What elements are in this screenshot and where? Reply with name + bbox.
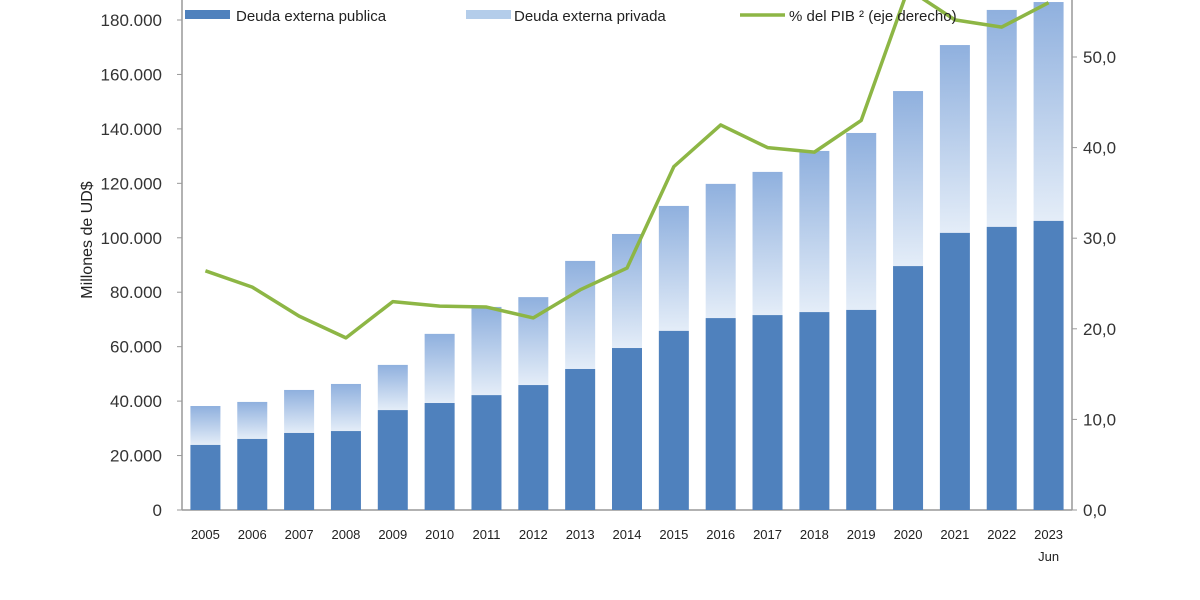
x-tick-label: 2022 <box>987 527 1016 542</box>
y-tick-label: 20.000 <box>110 447 162 466</box>
legend-label-privada: Deuda externa privada <box>514 8 666 25</box>
bar-privada-2005 <box>190 406 221 445</box>
y-tick-label: 160.000 <box>101 65 162 84</box>
bar-publica-2019 <box>846 309 877 510</box>
bar-publica-2020 <box>893 266 924 510</box>
bar-privada-2022 <box>986 9 1017 227</box>
bar-privada-2014 <box>612 233 642 349</box>
y-tick-label: 100.000 <box>101 229 162 248</box>
bar-publica-2009 <box>377 410 408 510</box>
x-tick-label: 2018 <box>800 527 829 542</box>
bar-privada-2013 <box>565 260 596 369</box>
legend-label-pct: % del PIB ² (eje derecho) <box>789 8 957 25</box>
x-tick-label: 2008 <box>331 527 360 542</box>
y2-tick-label: 50,0 <box>1083 48 1116 67</box>
bar-privada-2006 <box>237 401 268 439</box>
bar-publica-2008 <box>330 431 361 510</box>
legend-swatch-publica <box>185 10 230 19</box>
bar-publica-2011 <box>471 395 502 510</box>
legend: Deuda externa publica Deuda externa priva… <box>185 8 957 25</box>
bar-privada-2008 <box>330 383 361 432</box>
bar-publica-2016 <box>705 318 736 510</box>
x-tick-label: 2013 <box>566 527 595 542</box>
bar-privada-2011 <box>471 306 502 396</box>
bar-privada-2009 <box>377 364 408 411</box>
legend-label-publica: Deuda externa publica <box>236 8 387 25</box>
x-tick-label: 2009 <box>378 527 407 542</box>
y2-tick-label: 30,0 <box>1083 229 1116 248</box>
bar-publica-2023 <box>1033 220 1064 510</box>
y-axis-label: Millones de UD$ <box>79 181 96 298</box>
x-tick-sublabel: Jun <box>1038 549 1059 564</box>
x-tick-label: 2023 <box>1034 527 1063 542</box>
y-tick-label: 40.000 <box>110 392 162 411</box>
bar-privada-2015 <box>658 205 689 331</box>
bar-publica-2010 <box>424 403 455 510</box>
bar-publica-2018 <box>799 312 830 510</box>
bar-privada-2020 <box>893 91 924 267</box>
bar-privada-2016 <box>705 183 736 319</box>
y2-tick-label: 10,0 <box>1083 410 1116 429</box>
x-tick-label: 2015 <box>659 527 688 542</box>
y-tick-label: 80.000 <box>110 283 162 302</box>
y2-tick-label: 0,0 <box>1083 501 1107 520</box>
bar-publica-2007 <box>284 432 315 510</box>
bar-privada-2018 <box>799 150 830 313</box>
x-tick-label: 2017 <box>753 527 782 542</box>
x-tick-label: 2010 <box>425 527 454 542</box>
x-tick-label: 2007 <box>285 527 314 542</box>
y2-tick-label: 20,0 <box>1083 320 1116 339</box>
x-tick-label: 2011 <box>472 527 500 542</box>
bar-privada-2010 <box>424 333 455 404</box>
y-tick-label: 120.000 <box>101 174 162 193</box>
x-tick-label: 2020 <box>894 527 923 542</box>
bar-publica-2022 <box>986 226 1017 510</box>
bar-publica-2005 <box>190 444 221 510</box>
bar-publica-2014 <box>612 348 642 510</box>
x-tick-label: 2005 <box>191 527 220 542</box>
bar-privada-2019 <box>846 132 877 310</box>
bar-privada-2021 <box>939 45 970 233</box>
bar-publica-2021 <box>939 232 970 510</box>
x-tick-label: 2014 <box>613 527 642 542</box>
bar-publica-2015 <box>658 330 689 510</box>
bar-publica-2017 <box>752 315 783 510</box>
bar-publica-2012 <box>518 385 549 510</box>
y-tick-label: 0 <box>153 501 162 520</box>
legend-swatch-privada <box>466 10 511 19</box>
x-tick-label: 2012 <box>519 527 548 542</box>
bar-publica-2006 <box>237 438 268 510</box>
y-tick-label: 60.000 <box>110 338 162 357</box>
bar-privada-2023 <box>1033 2 1064 221</box>
x-tick-label: 2016 <box>706 527 735 542</box>
bar-privada-2007 <box>284 389 315 433</box>
y2-tick-label: 40,0 <box>1083 139 1116 158</box>
y-tick-label: 140.000 <box>101 120 162 139</box>
x-tick-label: 2019 <box>847 527 876 542</box>
x-tick-label: 2006 <box>238 527 267 542</box>
bar-privada-2017 <box>752 171 783 316</box>
x-tick-label: 2021 <box>940 527 969 542</box>
y-tick-label: 180.000 <box>101 11 162 30</box>
bar-publica-2013 <box>565 368 596 510</box>
